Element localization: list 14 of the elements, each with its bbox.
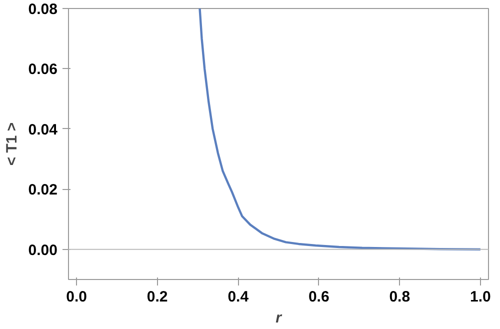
y-axis-title: < T1 > <box>3 122 20 166</box>
y-tick-label: 0.06 <box>28 61 58 78</box>
y-tick-label: 0.08 <box>28 1 58 18</box>
x-tick-label: 0.8 <box>389 288 410 306</box>
x-axis-title: r <box>276 310 283 326</box>
x-tick-label: 0.2 <box>146 288 168 306</box>
x-tick-label: 0.4 <box>228 288 250 306</box>
x-tick-label: 1.0 <box>470 288 491 306</box>
y-tick-label: 0.02 <box>28 182 58 199</box>
y-tick-label: 0.00 <box>28 242 58 259</box>
y-tick-label: 0.04 <box>28 121 58 138</box>
x-tick-label: 0.6 <box>308 288 330 306</box>
x-tick-label: 0.0 <box>66 288 88 306</box>
line-series <box>198 8 482 250</box>
